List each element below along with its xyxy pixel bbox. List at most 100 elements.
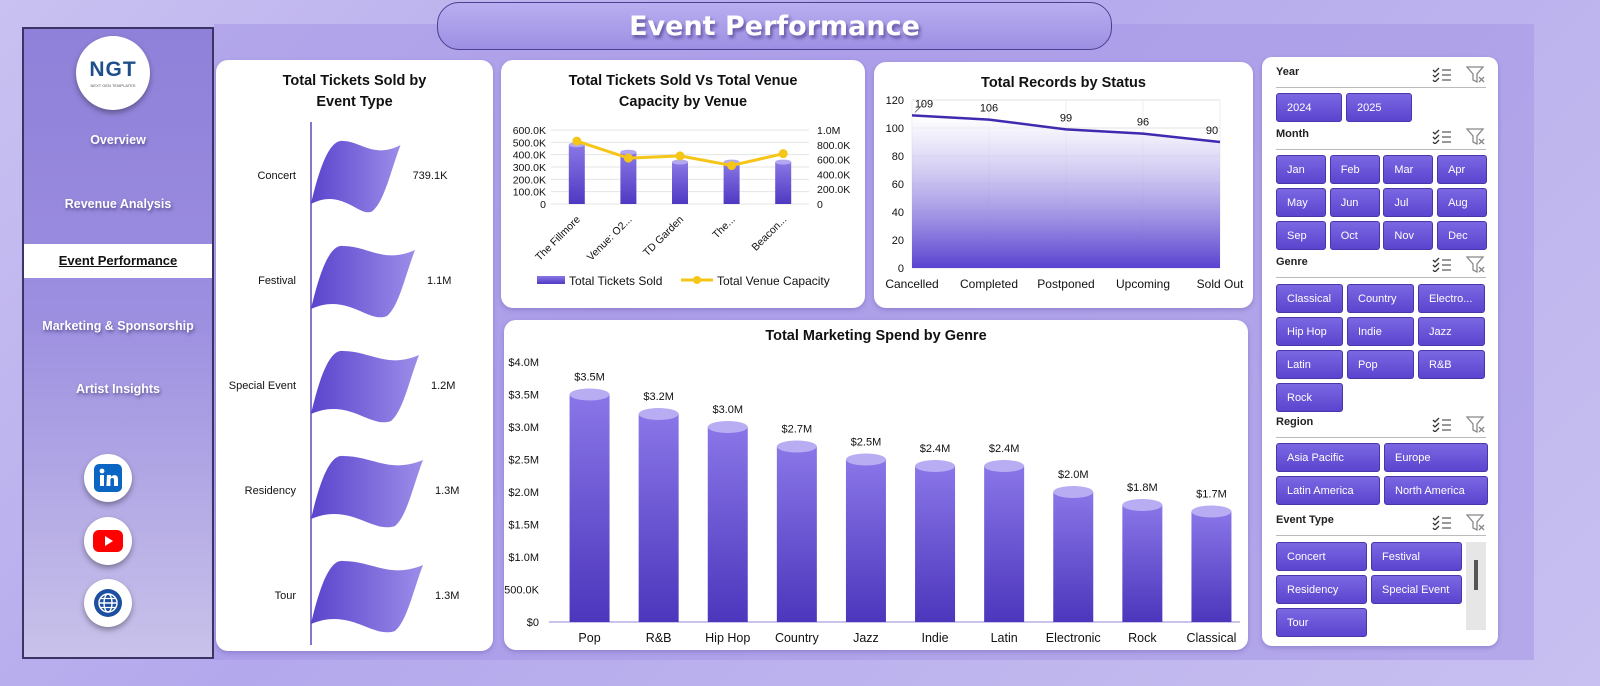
bar-cap bbox=[845, 453, 886, 466]
multi-select-icon[interactable] bbox=[1432, 128, 1452, 144]
event-type-slicer-option[interactable]: Festival bbox=[1371, 542, 1462, 571]
year-slicer-option[interactable]: 2025 bbox=[1346, 93, 1412, 122]
page-title-bar: Event Performance bbox=[437, 2, 1112, 50]
region-slicer-option[interactable]: Asia Pacific bbox=[1276, 443, 1380, 472]
bar bbox=[1191, 511, 1232, 622]
y-tick-label: 400.0K bbox=[513, 150, 546, 162]
genre-slicer-option[interactable]: Classical bbox=[1276, 284, 1343, 313]
linkedin-button[interactable] bbox=[84, 454, 132, 502]
data-label: 1.3M bbox=[435, 485, 459, 497]
bar-flag bbox=[311, 350, 419, 423]
genre-slicer-option[interactable]: Latin bbox=[1276, 350, 1343, 379]
y2-tick-label: 800.0K bbox=[817, 140, 850, 152]
region-slicer-option[interactable]: Latin America bbox=[1276, 476, 1380, 505]
month-slicer-option[interactable]: Sep bbox=[1276, 221, 1326, 250]
month-slicer-actions bbox=[1432, 128, 1486, 146]
month-slicer-option[interactable]: Jun bbox=[1329, 188, 1380, 217]
multi-select-icon[interactable] bbox=[1432, 66, 1452, 82]
y-tick-label: $2.5M bbox=[508, 455, 539, 467]
clear-filter-icon[interactable] bbox=[1466, 66, 1486, 84]
legend-swatch-bar bbox=[537, 276, 565, 284]
y-tick-label: 100.0K bbox=[513, 187, 546, 199]
bar bbox=[775, 162, 792, 204]
region-slicer-option[interactable]: Europe bbox=[1384, 443, 1488, 472]
month-slicer-option[interactable]: Apr bbox=[1437, 155, 1488, 184]
multi-select-icon[interactable] bbox=[1432, 256, 1452, 272]
chart-title: Total Marketing Spend by Genre bbox=[765, 328, 987, 344]
data-label: 1.1M bbox=[427, 275, 451, 287]
data-label: 99 bbox=[1060, 112, 1072, 124]
sidebar-item-overview[interactable]: Overview bbox=[90, 133, 146, 147]
month-slicer-option[interactable]: Mar bbox=[1383, 155, 1434, 184]
bar bbox=[638, 414, 679, 622]
bar-cap bbox=[915, 460, 956, 472]
month-slicer-option[interactable]: May bbox=[1276, 188, 1326, 217]
region-slicer-label: Region bbox=[1276, 416, 1314, 428]
event-type-slicer-option[interactable]: Special Event bbox=[1371, 575, 1462, 604]
year-slicer-option[interactable]: 2024 bbox=[1276, 93, 1342, 122]
x-tick-label: Cancelled bbox=[885, 277, 938, 291]
genre-slicer-option[interactable]: Electro... bbox=[1418, 284, 1485, 313]
data-label: $3.2M bbox=[643, 391, 674, 403]
event-type-scrollbar[interactable] bbox=[1466, 542, 1486, 630]
website-button[interactable] bbox=[84, 579, 132, 627]
sidebar-item-marketing-sponsorship[interactable]: Marketing & Sponsorship bbox=[42, 319, 194, 333]
sidebar: NGT NEXT GEN TEMPLATES Overview Revenue … bbox=[22, 27, 214, 659]
y-tick-label: 60 bbox=[892, 179, 904, 191]
region-slicer-option[interactable]: North America bbox=[1384, 476, 1488, 505]
genre-slicer-option[interactable]: Indie bbox=[1347, 317, 1414, 346]
clear-filter-icon[interactable] bbox=[1466, 128, 1486, 146]
x-tick-label: Latin bbox=[991, 631, 1018, 645]
clear-filter-icon[interactable] bbox=[1466, 514, 1486, 532]
month-slicer-header: Month bbox=[1276, 128, 1486, 150]
genre-slicer-option[interactable]: Pop bbox=[1347, 350, 1414, 379]
x-tick-label: Postponed bbox=[1037, 277, 1094, 291]
month-slicer-option[interactable]: Feb bbox=[1329, 155, 1380, 184]
youtube-button[interactable] bbox=[84, 517, 132, 565]
month-slicer-option[interactable]: Oct bbox=[1329, 221, 1380, 250]
data-label: 739.1K bbox=[413, 170, 449, 182]
month-slicer-option[interactable]: Jan bbox=[1276, 155, 1326, 184]
bar-cap bbox=[672, 159, 688, 165]
month-slicer-option[interactable]: Nov bbox=[1383, 221, 1434, 250]
bar bbox=[568, 144, 585, 204]
event-type-slicer-option[interactable]: Concert bbox=[1276, 542, 1367, 571]
bar-cap bbox=[707, 421, 748, 433]
event-type-slicer-option[interactable]: Residency bbox=[1276, 575, 1367, 604]
genre-slicer-option[interactable]: Country bbox=[1347, 284, 1414, 313]
scrollbar-thumb[interactable] bbox=[1474, 560, 1478, 590]
month-slicer-option[interactable]: Dec bbox=[1437, 221, 1488, 250]
line-marker bbox=[623, 153, 633, 163]
category-label: Special Event bbox=[229, 380, 296, 392]
sidebar-item-artist-insights[interactable]: Artist Insights bbox=[75, 382, 161, 396]
multi-select-icon[interactable] bbox=[1432, 514, 1452, 530]
clear-filter-icon[interactable] bbox=[1466, 416, 1486, 434]
multi-select-icon[interactable] bbox=[1432, 416, 1452, 432]
sidebar-item-event-performance[interactable]: Event Performance bbox=[24, 244, 212, 278]
month-slicer-option[interactable]: Jul bbox=[1383, 188, 1434, 217]
genre-slicer-label: Genre bbox=[1276, 256, 1308, 268]
clear-filter-icon[interactable] bbox=[1466, 256, 1486, 274]
month-slicer-option[interactable]: Aug bbox=[1437, 188, 1488, 217]
category-label: Festival bbox=[258, 275, 296, 287]
y-tick-label: $4.0M bbox=[508, 357, 539, 369]
data-label: $2.7M bbox=[782, 424, 813, 436]
data-label: 1.2M bbox=[431, 380, 455, 392]
bar-cap bbox=[984, 460, 1025, 472]
event-type-slicer-option[interactable]: Tour bbox=[1276, 608, 1367, 637]
legend-label: Total Tickets Sold bbox=[569, 274, 662, 288]
genre-slicer-option[interactable]: Hip Hop bbox=[1276, 317, 1343, 346]
event-type-slicer-header: Event Type bbox=[1276, 514, 1486, 536]
y-tick-label: $0 bbox=[527, 617, 539, 629]
y2-tick-label: 400.0K bbox=[817, 169, 850, 181]
x-tick-label: The... bbox=[710, 214, 737, 241]
line-marker bbox=[572, 136, 582, 146]
x-tick-label: Jazz bbox=[853, 631, 879, 645]
genre-slicer-option[interactable]: Jazz bbox=[1418, 317, 1485, 346]
bar-flag bbox=[311, 455, 423, 528]
genre-slicer-option[interactable]: Rock bbox=[1276, 383, 1343, 412]
sidebar-item-revenue-analysis[interactable]: Revenue Analysis bbox=[64, 197, 172, 211]
bar-cap bbox=[1191, 505, 1232, 518]
data-label: $2.4M bbox=[920, 443, 951, 455]
genre-slicer-option[interactable]: R&B bbox=[1418, 350, 1485, 379]
